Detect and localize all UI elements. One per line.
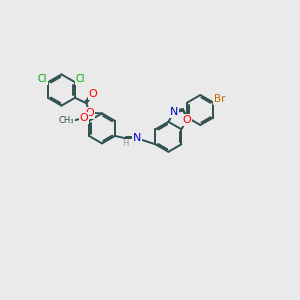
Text: O: O (80, 113, 88, 123)
Text: O: O (88, 89, 98, 99)
Text: Cl: Cl (38, 74, 47, 84)
Text: Br: Br (214, 94, 226, 104)
Text: O: O (85, 108, 94, 118)
Text: N: N (169, 107, 178, 117)
Text: CH₃: CH₃ (59, 116, 74, 125)
Text: N: N (133, 133, 141, 143)
Text: H: H (122, 139, 129, 148)
Text: O: O (182, 115, 191, 125)
Text: Cl: Cl (76, 74, 86, 84)
